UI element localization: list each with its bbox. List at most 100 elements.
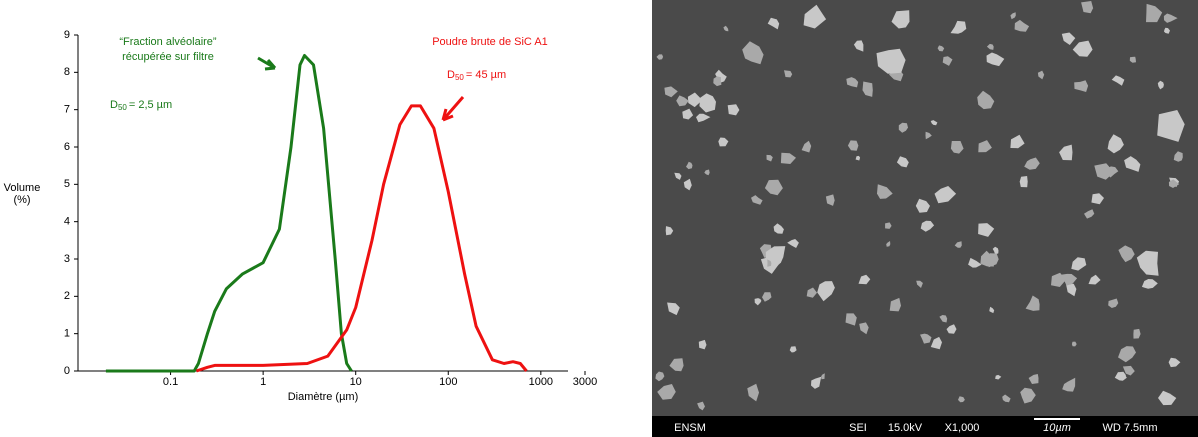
particle xyxy=(676,95,689,107)
particle xyxy=(667,302,680,316)
d50-label: D50 = 45 µm xyxy=(447,69,506,82)
particle xyxy=(764,179,783,196)
particle xyxy=(1088,274,1101,285)
annotation: “Fraction alvéolaire” xyxy=(119,36,217,48)
y-tick-label: 4 xyxy=(64,216,70,228)
particle xyxy=(1146,3,1163,23)
particle xyxy=(896,156,909,168)
y-axis-label: Volume xyxy=(4,182,41,194)
particle xyxy=(937,45,945,52)
d50-symbol: D xyxy=(447,69,455,81)
annotation: Poudre brute de SiC A1 xyxy=(432,36,548,48)
particle xyxy=(1164,27,1170,34)
particle xyxy=(674,172,682,180)
particle xyxy=(773,223,784,234)
particle xyxy=(876,48,906,74)
particle xyxy=(1107,134,1124,154)
particle xyxy=(915,198,930,213)
particle xyxy=(985,253,999,268)
particle xyxy=(1010,12,1016,20)
sem-footer-text: 15.0kV xyxy=(888,422,923,434)
particle xyxy=(1081,1,1094,14)
particle xyxy=(1108,298,1119,308)
particle xyxy=(845,313,857,326)
particle xyxy=(1019,176,1028,188)
particle xyxy=(986,43,994,50)
particle xyxy=(942,56,953,66)
particle xyxy=(1059,144,1073,161)
x-tick-label: 0.1 xyxy=(163,376,178,388)
particle xyxy=(916,280,923,288)
particle xyxy=(747,383,759,402)
particle xyxy=(801,140,812,153)
particle xyxy=(886,241,891,247)
particle xyxy=(1051,272,1066,287)
y-tick-label: 6 xyxy=(64,141,70,153)
particle xyxy=(1084,209,1095,219)
particle xyxy=(803,4,827,29)
sem-footer-text: SEI xyxy=(849,422,867,434)
particle xyxy=(1094,163,1114,180)
particle xyxy=(847,140,859,151)
particle xyxy=(780,152,796,164)
particle xyxy=(1010,134,1025,149)
y-tick-label: 7 xyxy=(64,104,70,116)
particle xyxy=(1060,273,1078,286)
particle xyxy=(954,241,962,248)
particle xyxy=(950,141,964,154)
particle xyxy=(992,246,999,255)
particle xyxy=(1158,390,1177,406)
particle xyxy=(664,86,678,98)
particle xyxy=(920,333,932,344)
annotation: récupérée sur filtre xyxy=(122,51,214,63)
x-tick-label: 3000 xyxy=(573,376,597,388)
sem-footer-text: 10µm xyxy=(1043,422,1071,434)
particle xyxy=(766,154,773,162)
d50-subscript: 50 xyxy=(455,73,464,82)
particle xyxy=(657,384,676,400)
particle xyxy=(1074,80,1089,92)
particle xyxy=(978,223,995,237)
particle xyxy=(1118,346,1136,363)
y-tick-label: 9 xyxy=(64,29,70,41)
particle xyxy=(699,93,716,113)
particle xyxy=(1014,19,1030,32)
particle xyxy=(713,76,722,87)
particle xyxy=(1141,279,1158,289)
particle xyxy=(1163,13,1178,23)
particle xyxy=(853,40,864,52)
particle xyxy=(821,373,825,380)
particle xyxy=(723,25,729,32)
particle xyxy=(1061,32,1076,45)
particle xyxy=(1024,157,1040,170)
particle xyxy=(898,122,908,133)
particle xyxy=(718,137,729,147)
particle xyxy=(767,17,780,30)
particle xyxy=(669,358,684,372)
sem-footer-text: ENSM xyxy=(674,422,706,434)
particle xyxy=(696,113,711,123)
particle xyxy=(877,184,893,199)
d50-value: = 45 µm xyxy=(466,69,506,81)
particle xyxy=(846,77,859,88)
particle xyxy=(1168,179,1180,188)
particle xyxy=(968,257,982,268)
line-series xyxy=(195,104,528,373)
particle xyxy=(995,374,1002,380)
particle xyxy=(686,161,693,170)
y-tick-label: 1 xyxy=(64,328,70,340)
particle xyxy=(1124,156,1141,172)
particle xyxy=(811,376,822,389)
y-axis-label: (%) xyxy=(13,194,30,206)
d50-value: = 2,5 µm xyxy=(129,99,172,111)
sem-footer-text: X1,000 xyxy=(945,422,980,434)
y-tick-label: 0 xyxy=(64,365,70,377)
arrow xyxy=(441,96,465,122)
particle xyxy=(1122,365,1135,376)
particle xyxy=(1168,357,1181,368)
particle xyxy=(1062,377,1076,392)
x-axis-label: Diamètre (µm) xyxy=(288,391,359,403)
y-tick-label: 5 xyxy=(64,178,70,190)
particle xyxy=(1157,80,1164,90)
